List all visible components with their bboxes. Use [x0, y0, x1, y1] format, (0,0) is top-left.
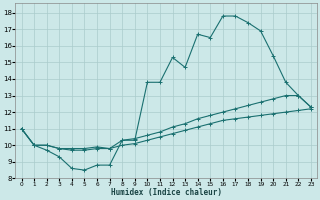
X-axis label: Humidex (Indice chaleur): Humidex (Indice chaleur) [111, 188, 222, 197]
